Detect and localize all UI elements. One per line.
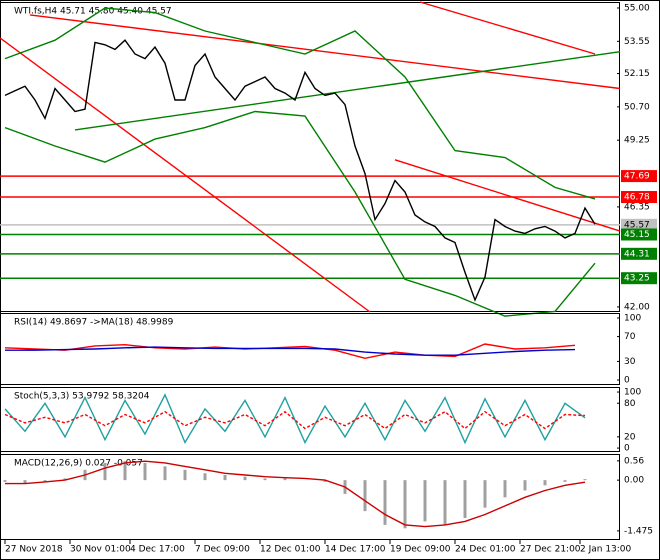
x-tick-label: 19 Dec 09:00 bbox=[390, 545, 451, 555]
y-tick-label: 53.55 bbox=[624, 37, 650, 47]
histogram-bar bbox=[503, 480, 507, 498]
histogram-bar bbox=[543, 480, 547, 486]
histogram-bar bbox=[263, 478, 267, 481]
y-tick-label: 0.56 bbox=[624, 456, 644, 466]
histogram-bar bbox=[323, 480, 327, 482]
histogram-bar bbox=[3, 480, 7, 482]
histogram-bar bbox=[403, 480, 407, 529]
series-line bbox=[5, 460, 586, 528]
histogram-bar bbox=[23, 480, 27, 484]
y-tick-label: 20 bbox=[624, 432, 636, 442]
histogram-bar bbox=[223, 474, 227, 481]
x-tick-label: 4 Dec 17:00 bbox=[130, 545, 185, 555]
x-tick-label: 24 Dec 01:00 bbox=[455, 545, 516, 555]
level-box bbox=[621, 218, 657, 231]
histogram-bar bbox=[283, 478, 287, 481]
histogram-bar bbox=[383, 480, 387, 525]
level-label: 43.25 bbox=[624, 274, 650, 284]
x-tick-label: 2 Jan 13:00 bbox=[580, 545, 632, 555]
level-label: 44.31 bbox=[624, 249, 650, 259]
series-line bbox=[74, 51, 621, 131]
level-box bbox=[621, 170, 657, 183]
series-line bbox=[5, 346, 576, 356]
panel-title: RSI(14) 49.8697 ->MA(18) 48.9989 bbox=[14, 318, 174, 328]
histogram-bar bbox=[463, 480, 467, 518]
y-tick-label: -1.475 bbox=[624, 526, 653, 536]
y-tick-label: 80 bbox=[624, 399, 636, 409]
panel bbox=[0, 387, 620, 452]
series-line bbox=[394, 159, 621, 232]
y-tick-label: 52.15 bbox=[624, 69, 650, 79]
series-line bbox=[4, 393, 586, 445]
histogram-bar bbox=[123, 461, 127, 481]
histogram-bar bbox=[43, 480, 47, 482]
y-tick-label: 0 bbox=[624, 376, 630, 386]
x-tick-label: 7 Dec 09:00 bbox=[195, 545, 250, 555]
histogram-bar bbox=[163, 466, 167, 481]
level-box bbox=[621, 191, 657, 204]
histogram-bar bbox=[103, 462, 107, 481]
y-tick-label: 0.00 bbox=[624, 476, 644, 486]
level-box bbox=[621, 228, 657, 241]
x-tick-label: 30 Nov 01:00 bbox=[70, 545, 131, 555]
series-line bbox=[0, 37, 371, 313]
series-line bbox=[4, 7, 596, 200]
x-tick-label: 14 Dec 17:00 bbox=[325, 545, 386, 555]
y-tick-label: 49.25 bbox=[624, 136, 650, 146]
histogram-bar bbox=[203, 473, 207, 481]
histogram-bar bbox=[183, 469, 187, 481]
y-tick-label: 0 bbox=[624, 444, 630, 454]
y-tick-label: 30 bbox=[624, 357, 636, 367]
level-label: 46.78 bbox=[624, 193, 650, 203]
y-tick-label: 46.35 bbox=[624, 202, 650, 212]
y-tick-label: 55.00 bbox=[624, 3, 650, 13]
level-box bbox=[621, 272, 657, 285]
panel-title: Stoch(5,3,3) 53.9792 58.3204 bbox=[14, 392, 150, 402]
x-tick-label: 27 Nov 2018 bbox=[5, 545, 63, 555]
panel bbox=[0, 454, 620, 540]
level-label: 45.15 bbox=[624, 230, 650, 240]
series-line bbox=[4, 39, 596, 302]
series-line bbox=[419, 1, 596, 55]
x-tick-label: 27 Dec 21:00 bbox=[520, 545, 581, 555]
series-line bbox=[4, 343, 576, 360]
y-tick-label: 42.00 bbox=[624, 302, 650, 312]
histogram-bar bbox=[363, 480, 367, 512]
panel-title: MACD(12,26,9) 0.027 -0.057 bbox=[14, 459, 143, 469]
histogram-bar bbox=[143, 462, 147, 481]
histogram-bar bbox=[63, 478, 67, 481]
series-line bbox=[4, 110, 596, 317]
panel-title: WTI.fs,H4 45.71 45.80 45.40 45.57 bbox=[14, 7, 172, 17]
series-line bbox=[29, 14, 621, 90]
y-tick-label: 50.70 bbox=[624, 102, 650, 112]
histogram-bar bbox=[243, 476, 247, 481]
level-label: 45.57 bbox=[624, 220, 650, 230]
panel bbox=[0, 313, 620, 385]
level-box bbox=[621, 247, 657, 260]
y-tick-label: 100 bbox=[624, 388, 641, 398]
histogram-bar bbox=[563, 480, 567, 482]
histogram-bar bbox=[483, 480, 487, 508]
y-tick-label: 70 bbox=[624, 332, 636, 342]
y-tick-label: 100 bbox=[624, 313, 641, 323]
histogram-bar bbox=[523, 480, 527, 491]
histogram-bar bbox=[423, 480, 427, 522]
panel bbox=[0, 2, 620, 312]
x-tick-label: 12 Dec 01:00 bbox=[260, 545, 321, 555]
histogram-bar bbox=[443, 480, 447, 525]
level-label: 47.69 bbox=[624, 172, 650, 182]
histogram-bar bbox=[583, 479, 587, 481]
